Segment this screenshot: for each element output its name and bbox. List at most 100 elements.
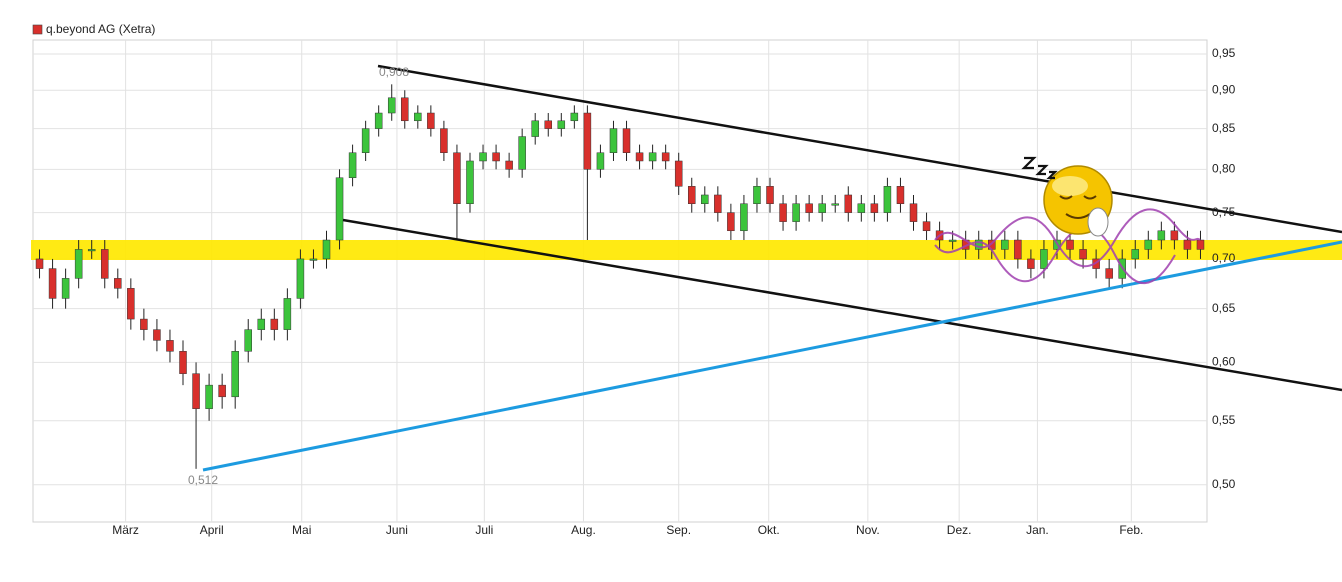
candle-body [1066,239,1074,250]
y-tick-label: 0,60 [1212,355,1236,369]
candle-body [740,203,748,232]
candle-body [427,112,435,129]
candle-body [466,160,474,204]
x-tick-label: Juni [386,523,408,537]
y-tick-label: 0,75 [1212,205,1236,219]
y-tick-label: 0,50 [1212,477,1236,491]
candle-body [1144,239,1153,250]
candle-body [205,384,213,409]
candle-body [335,177,344,241]
candle-body [1027,258,1035,269]
candle-body [387,97,396,114]
candle-body [100,249,109,279]
candle-body [661,152,670,162]
candle-body [296,258,305,299]
smiley-hands [1087,207,1109,237]
candle-body [714,194,722,213]
candle-body [309,258,318,261]
candle-body [231,351,239,398]
wave-doodle [934,208,1201,285]
candle-body [1157,230,1166,241]
lower-trend-line [342,218,1342,392]
candle-body [609,128,618,153]
candle-body [805,203,813,213]
candle-body [948,239,957,242]
candle-body [244,329,252,352]
x-tick-label: März [112,523,139,537]
candle-body [844,194,853,213]
x-tick-label: Aug. [571,523,596,537]
candle-body [361,128,370,153]
candle-body [218,384,226,398]
candle-body [348,152,357,179]
legend-label: q.beyond AG (Xetra) [46,22,155,36]
candle-body [166,340,174,352]
candle-body [831,203,839,206]
candle-body [674,160,683,187]
candle-body [753,186,761,204]
candle-body [270,318,279,330]
candle-body [622,128,631,153]
y-tick-label: 0,85 [1212,121,1236,135]
x-tick-label: Dez. [947,523,972,537]
x-tick-label: Feb. [1119,523,1143,537]
x-tick-label: Okt. [758,523,780,537]
candle-body [153,329,161,341]
candle-body [453,152,461,204]
candle-body [179,351,187,374]
low-annotation: 0,512 [188,473,218,487]
candle-body [635,152,644,162]
candle-body [1040,249,1048,269]
candle-body [1170,230,1179,241]
candle-body [701,194,709,204]
candle-body [857,203,866,213]
plot-frame [32,39,1208,523]
candle-body [727,212,735,232]
candle-body [1079,249,1087,260]
candle-body [1131,249,1140,260]
candle-body [518,136,526,170]
x-tick-label: April [200,523,224,537]
candle-body [896,186,905,204]
candle-body [687,186,696,204]
x-tick-label: Mai [292,523,311,537]
high-annotation: 0,908 [379,65,409,79]
candle-body [114,278,122,289]
candle-body [1001,239,1009,250]
wave-line [934,225,1176,285]
candle-body [909,203,918,222]
candle-body [648,152,657,162]
candle-body [531,120,539,137]
sleeping-smiley [1021,156,1113,237]
x-tick-label: Sep. [666,523,691,537]
y-tick-label: 0,95 [1212,46,1236,60]
candle-body [766,186,774,204]
candles [35,84,1205,469]
wave-line [934,208,1201,268]
candle-body [883,186,892,213]
candle-body [401,97,409,122]
candle-body [544,120,553,129]
candle-body [35,258,44,269]
candle-body [61,278,70,299]
upper-trend-line [377,64,1342,234]
candle-body [414,112,422,122]
candle-body [779,203,787,222]
candle-body [479,152,487,162]
candle-body [374,112,383,129]
candle-body [583,112,592,170]
candle-body [257,318,266,330]
candle-body [922,221,931,232]
candle-body [1196,239,1205,250]
candle-body [74,249,83,279]
candle-body [870,203,879,213]
candle-body [596,152,605,170]
legend-swatch [32,24,43,35]
candle-body [48,268,57,299]
x-tick-label: Nov. [856,523,880,537]
x-tick-label: Juli [475,523,493,537]
x-tick-label: Jan. [1026,523,1049,537]
y-tick-label: 0,70 [1212,251,1236,265]
smiley-mouth [1065,213,1091,219]
